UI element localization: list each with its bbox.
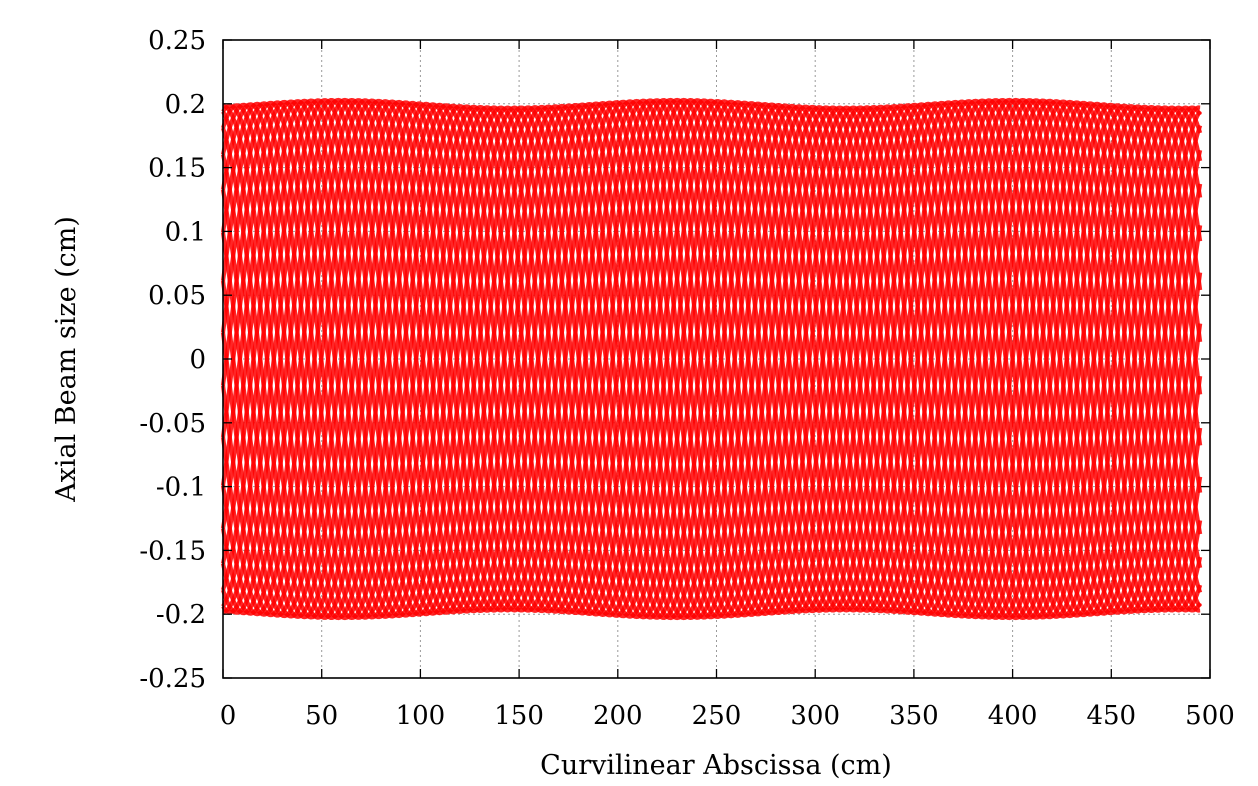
particle-trajectory-21: [220, 98, 1201, 620]
y-tick-label: 0: [189, 345, 206, 375]
traces: [220, 97, 1203, 621]
particle-trajectory-28: [221, 98, 1203, 621]
particle-trajectory-23: [220, 97, 1203, 620]
x-tick-label: 0: [220, 701, 237, 731]
y-tick-label: 0.05: [148, 281, 206, 311]
particle-trajectory-29: [221, 98, 1203, 621]
y-tick-label: 0.1: [165, 217, 206, 247]
y-tick-label: 0.15: [148, 154, 206, 184]
y-tick-label: -0.05: [139, 409, 206, 439]
particle-trajectory-27: [220, 98, 1203, 621]
x-axis-label: Curvilinear Abscissa (cm): [540, 750, 892, 781]
particle-trajectory-25: [220, 98, 1203, 620]
y-tick-label: -0.2: [156, 600, 206, 630]
y-tick-label: 0.25: [148, 26, 206, 56]
y-tick-label: 0.2: [165, 90, 206, 120]
particle-trajectory-22: [220, 97, 1202, 620]
ticks: 0 50 100 150 200 250 300 350 400 450 500 0.25 0.2 0.1…: [139, 26, 1235, 731]
y-tick-label: -0.1: [156, 473, 206, 503]
y-axis-label: Axial Beam size (cm): [51, 216, 82, 503]
x-tick-label: 150: [494, 701, 544, 731]
x-tick-label: 300: [790, 701, 840, 731]
y-tick-label: -0.25: [139, 664, 206, 694]
particle-trajectory-24: [220, 97, 1203, 620]
x-tick-label: 350: [889, 701, 939, 731]
x-tick-label: 250: [692, 701, 742, 731]
x-tick-label: 50: [305, 701, 338, 731]
x-tick-label: 500: [1185, 701, 1235, 731]
particle-trajectory-26: [220, 98, 1203, 621]
x-tick-label: 100: [396, 701, 446, 731]
y-tick-label: -0.15: [139, 536, 206, 566]
x-tick-label: 200: [593, 701, 643, 731]
x-tick-label: 400: [988, 701, 1038, 731]
x-tick-label: 450: [1086, 701, 1136, 731]
